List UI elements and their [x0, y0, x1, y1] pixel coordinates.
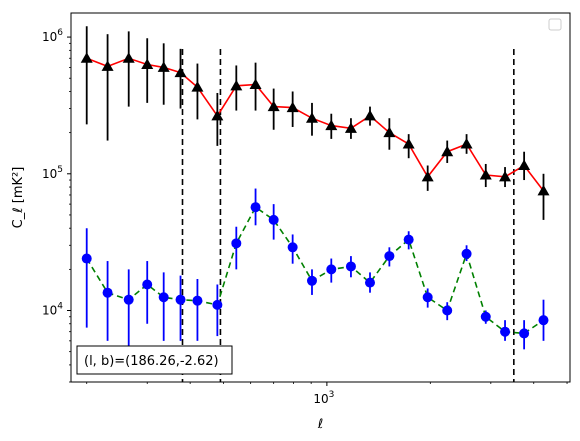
data-point: [191, 81, 204, 92]
data-point: [192, 295, 203, 306]
annotation-frame: [76, 345, 233, 375]
data-point: [231, 238, 242, 249]
data-point: [518, 159, 531, 170]
data-point: [461, 248, 472, 259]
data-point: [212, 299, 223, 310]
data-point: [499, 170, 512, 182]
y-tick-exponent: 6: [57, 28, 63, 38]
data-point: [344, 122, 357, 133]
data-point: [305, 112, 318, 123]
legend-box: [548, 18, 562, 31]
data-point: [480, 311, 491, 322]
data-point: [230, 79, 243, 91]
data-point: [345, 261, 356, 272]
y-axis-label-group: C_ℓ [mK²]: [11, 167, 26, 229]
data-point: [383, 126, 396, 138]
annotation-text: (l, b)=(186.26,-2.62): [84, 354, 219, 369]
data-point: [479, 168, 492, 180]
data-point: [142, 279, 153, 290]
data-point: [363, 109, 376, 121]
data-point: [211, 109, 224, 121]
y-axis-label: C_ℓ [mK²]: [11, 167, 26, 229]
data-point: [286, 101, 299, 113]
data-point: [403, 234, 414, 245]
plot-clip-group: [80, 26, 550, 382]
x-tick-exponent: 3: [329, 390, 335, 400]
data-point: [364, 277, 375, 288]
plot-frame: [70, 12, 571, 383]
data-point: [158, 292, 169, 303]
data-point: [123, 294, 134, 305]
data-point: [81, 253, 92, 264]
data-point: [460, 138, 473, 149]
data-point: [422, 292, 433, 303]
data-point: [441, 145, 454, 157]
data-point: [500, 326, 511, 337]
series-1: [81, 188, 549, 352]
data-point: [421, 170, 434, 182]
data-point: [250, 202, 261, 213]
y-tick-exponent: 4: [57, 302, 63, 312]
data-point: [141, 58, 154, 70]
series-0: [80, 26, 550, 220]
plot-content: [80, 26, 550, 382]
data-point: [122, 52, 135, 63]
data-point: [102, 287, 113, 298]
data-point: [306, 275, 317, 286]
data-point: [384, 251, 395, 262]
y-tick-exponent: 5: [57, 165, 63, 175]
data-point: [249, 78, 262, 89]
data-point: [537, 184, 550, 196]
data-point: [268, 214, 279, 225]
data-point: [402, 138, 415, 149]
data-point: [442, 305, 453, 316]
annotation-box: (l, b)=(186.26,-2.62): [76, 345, 233, 375]
data-point: [80, 52, 93, 63]
data-point: [326, 264, 337, 275]
data-point: [519, 328, 530, 339]
data-point: [267, 100, 280, 112]
x-axis-label: ℓ: [317, 417, 323, 432]
data-point: [538, 315, 549, 326]
data-point: [325, 119, 338, 131]
data-point: [101, 60, 114, 71]
data-point: [174, 66, 187, 78]
data-point: [287, 242, 298, 253]
data-point: [157, 61, 170, 72]
data-point: [175, 294, 186, 305]
